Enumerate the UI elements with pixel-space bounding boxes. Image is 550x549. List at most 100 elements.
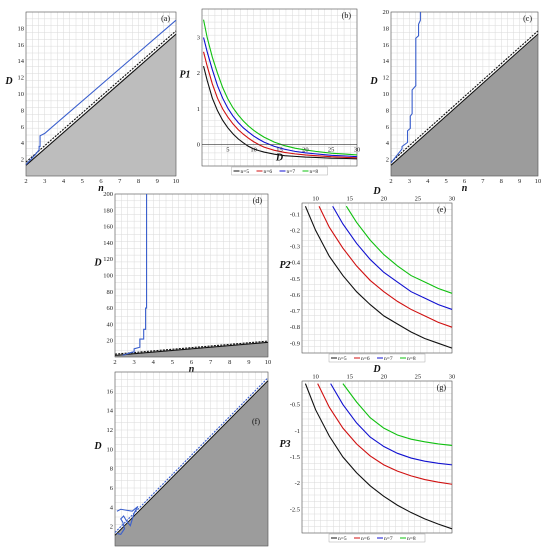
panel-label: (e) xyxy=(437,205,446,214)
x-tick-label: 3 xyxy=(408,178,411,185)
series-line-a-2 xyxy=(25,19,177,165)
chart-panel-d: 2 3 4 5 6 7 8 9 10 20 40 60 80 100 120 140 160 180 200 n D (d… xyxy=(88,186,276,375)
y-axis-label: P2 xyxy=(279,260,290,271)
series-line-d-0 xyxy=(114,341,269,356)
x-axis-label: D xyxy=(372,186,380,197)
x-tick-label: 4 xyxy=(152,359,156,366)
x-axis-label: D xyxy=(275,153,283,164)
series-line-b-1 xyxy=(203,51,358,159)
chart-panel-g: 10 15 20 25 30 -0.5 -1 -1.5 -2 -2.5 D P3 (g) n=5 n=6 n=… xyxy=(279,364,460,547)
x-tick-label: 15 xyxy=(346,196,353,203)
chart-c-svg: 2 3 4 5 6 7 8 9 10 2 4 6 8 10 12 14 16 18 20 n D (c) xyxy=(369,9,541,194)
y-tick-label: 6 xyxy=(386,124,390,131)
y-tick-label: 12 xyxy=(383,75,390,82)
y-tick-label: -0.9 xyxy=(290,340,300,347)
chart-g-svg: 10 15 20 25 30 -0.5 -1 -1.5 -2 -2.5 D P3 (g) n=5 n=6 n=… xyxy=(279,364,455,543)
chart-e-svg: 10 15 20 25 30 -0.1 -0.2 -0.3 -0.4 -0.5 -0.6 -0.7 -0… xyxy=(279,186,455,363)
y-tick-label: 10 xyxy=(107,446,114,453)
panel-label: (f) xyxy=(252,417,260,426)
x-tick-label: 7 xyxy=(209,359,213,366)
series-line-b-2 xyxy=(203,37,358,158)
series-line-e-2 xyxy=(332,205,453,310)
legend-label: n=8 xyxy=(407,356,416,362)
series-line-c-0 xyxy=(390,33,539,166)
x-tick-label: 10 xyxy=(312,196,319,203)
x-tick-label: 25 xyxy=(328,147,335,154)
x-axis-label: D xyxy=(372,364,380,375)
x-tick-label: 10 xyxy=(173,178,180,185)
x-tick-label: 15 xyxy=(346,374,353,381)
y-tick-label: 40 xyxy=(107,321,114,328)
shaded-region xyxy=(391,34,538,177)
plot-frame xyxy=(25,11,177,177)
chart-panel-a: 2 3 4 5 6 7 8 9 10 2 4 6 8 10 12 14 16 18 n D (a) xyxy=(0,0,188,194)
y-tick-label: -0.6 xyxy=(290,292,301,299)
legend-label: n=7 xyxy=(287,169,296,175)
x-axis-label: n xyxy=(189,364,195,375)
series-line-f-0 xyxy=(114,380,269,536)
legend-label: n=6 xyxy=(361,536,370,542)
x-tick-label: 8 xyxy=(500,178,503,185)
x-tick-label: 5 xyxy=(171,359,174,366)
x-tick-label: 8 xyxy=(137,178,140,185)
panel-label: (g) xyxy=(437,383,447,392)
x-tick-label: 7 xyxy=(481,178,485,185)
y-axis-label: D xyxy=(93,258,101,269)
y-tick-label: 100 xyxy=(103,273,113,280)
series-line-g-1 xyxy=(317,383,453,485)
x-tick-label: 9 xyxy=(247,359,250,366)
y-tick-label: 14 xyxy=(18,58,25,65)
y-tick-label: 140 xyxy=(103,240,113,247)
shaded-region xyxy=(26,34,176,176)
legend-label: n=6 xyxy=(361,356,370,362)
y-tick-label: -0.5 xyxy=(290,402,300,409)
x-tick-label: 2 xyxy=(389,178,392,185)
x-tick-label: 2 xyxy=(113,359,116,366)
y-tick-label: 10 xyxy=(18,91,25,98)
series-line-e-0 xyxy=(304,206,453,349)
chart-panel-c: 2 3 4 5 6 7 8 9 10 2 4 6 8 10 12 14 16 18 20 n D (c) xyxy=(364,0,550,194)
x-tick-label: 15 xyxy=(276,147,283,154)
x-tick-label: 6 xyxy=(463,178,467,185)
y-tick-label: 18 xyxy=(18,25,25,32)
chart-d-svg: 2 3 4 5 6 7 8 9 10 20 40 60 80 100 120 140 160 180 200 n D (d… xyxy=(93,191,272,375)
y-tick-label: 0 xyxy=(197,142,200,149)
series-line-e-1 xyxy=(318,205,453,328)
legend-label: n=6 xyxy=(264,169,273,175)
series-line-g-3 xyxy=(342,383,453,447)
x-tick-label: 10 xyxy=(265,359,272,366)
legend-label: n=8 xyxy=(407,536,416,542)
x-tick-label: 5 xyxy=(226,147,229,154)
y-tick-label: 4 xyxy=(386,140,390,147)
y-axis-label: P1 xyxy=(179,70,190,81)
legend-label: n=7 xyxy=(384,356,393,362)
x-tick-label: 8 xyxy=(228,359,231,366)
y-tick-label: 80 xyxy=(107,289,114,296)
y-tick-label: 20 xyxy=(107,338,114,345)
x-tick-label: 20 xyxy=(302,147,309,154)
x-tick-label: 25 xyxy=(415,196,422,203)
x-tick-label: 25 xyxy=(415,374,422,381)
y-tick-label: 180 xyxy=(103,207,113,214)
shaded-region xyxy=(115,381,268,546)
chart-f-svg: 2345678910246810121416nD(f) xyxy=(93,371,271,549)
y-tick-label: 1 xyxy=(197,106,200,113)
y-tick-label: 60 xyxy=(107,305,114,312)
x-tick-label: 9 xyxy=(518,178,521,185)
y-tick-label: -0.1 xyxy=(290,211,300,218)
series-line-e-3 xyxy=(345,205,453,294)
series-line-d-2 xyxy=(122,194,148,356)
legend-label: n=5 xyxy=(338,536,347,542)
x-tick-label: 3 xyxy=(133,359,136,366)
y-axis-label: D xyxy=(369,76,377,87)
series-line-b-0 xyxy=(203,65,358,160)
series-line-g-2 xyxy=(330,383,453,466)
y-tick-label: 16 xyxy=(107,388,114,395)
shaded-region xyxy=(115,342,268,357)
series-line-c-1 xyxy=(390,30,539,163)
y-tick-label: -0.5 xyxy=(290,276,300,283)
plot-frame xyxy=(390,11,539,177)
legend-label: n=8 xyxy=(310,169,319,175)
y-tick-label: 20 xyxy=(383,9,390,16)
y-tick-label: 14 xyxy=(107,408,114,415)
